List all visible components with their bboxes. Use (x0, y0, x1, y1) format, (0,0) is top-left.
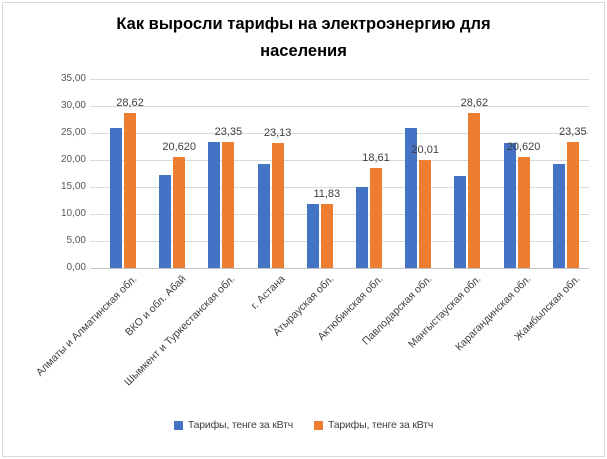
bar-series2 (419, 160, 432, 268)
legend-swatch-icon (314, 420, 323, 430)
gridline (90, 241, 589, 242)
bar-series1 (306, 204, 319, 268)
y-axis-tick-label: 30,00 (60, 100, 86, 111)
bar-series2 (173, 157, 186, 268)
legend-series-label: Тарифы, тенге за кВтч (187, 419, 293, 431)
gridline (90, 79, 589, 80)
bar-data-label: 11,83 (313, 188, 341, 201)
bar-series2 (222, 142, 235, 268)
chart-title-line2: населения (260, 42, 347, 60)
bar-series1 (257, 164, 270, 268)
bar-series2 (517, 157, 530, 268)
legend-item: Тарифы, тенге за кВтч (173, 419, 293, 431)
bar-data-label: 20,01 (411, 143, 439, 156)
bar-data-label: 23,35 (559, 125, 587, 138)
gridline (90, 268, 589, 269)
bar-series1 (159, 175, 172, 268)
bar-series1 (208, 142, 221, 268)
bar-data-label: 18,61 (362, 151, 390, 164)
gridline (90, 187, 589, 188)
legend-series-label: Тарифы, тенге за кВтч (328, 419, 434, 431)
bar-series2 (468, 113, 481, 268)
bar-series1 (356, 187, 368, 268)
gridline (90, 106, 589, 107)
bar-data-label: 20,620 (506, 140, 541, 153)
legend-item: Тарифы, тенге за кВтч (314, 419, 433, 431)
chart-title-line1: Как выросли тарифы на электроэнергию для (116, 15, 491, 33)
gridline (90, 214, 589, 215)
bar-data-label: 20,620 (162, 140, 197, 153)
y-axis-tick-label: 5,00 (66, 235, 86, 246)
bar-series2 (320, 204, 333, 268)
bar-data-label: 23,13 (263, 127, 292, 140)
y-axis-tick-label: 20,00 (60, 154, 86, 165)
y-axis-tick-label: 10,00 (60, 208, 86, 219)
bar-series1 (405, 128, 418, 268)
gridline (90, 133, 589, 134)
bar-series2 (566, 142, 579, 268)
y-axis-tick-label: 25,00 (60, 127, 86, 138)
x-category-label: Алматы и Алматинская обл. (33, 273, 140, 379)
y-axis-tick-label: 0,00 (66, 262, 86, 273)
bar-series1 (503, 143, 516, 268)
bar-data-label: 23,35 (214, 125, 243, 138)
legend-swatch-icon (173, 420, 183, 430)
y-axis-tick-label: 35,00 (60, 73, 86, 84)
bar-series1 (454, 176, 467, 268)
bar-data-label: 28,62 (116, 97, 144, 110)
bar-series1 (110, 128, 122, 268)
bar-series2 (370, 168, 382, 268)
legend: Тарифы, тенге за кВтч Тарифы, тенге за кВ… (0, 419, 607, 431)
chart-title: Как выросли тарифы на электроэнергию для… (79, 11, 529, 65)
bar-series2 (124, 113, 136, 268)
bar-series1 (552, 164, 565, 268)
gridline (90, 160, 589, 161)
bar-data-label: 28,62 (460, 97, 489, 110)
y-axis-tick-label: 15,00 (60, 181, 86, 192)
bar-series2 (271, 143, 284, 268)
